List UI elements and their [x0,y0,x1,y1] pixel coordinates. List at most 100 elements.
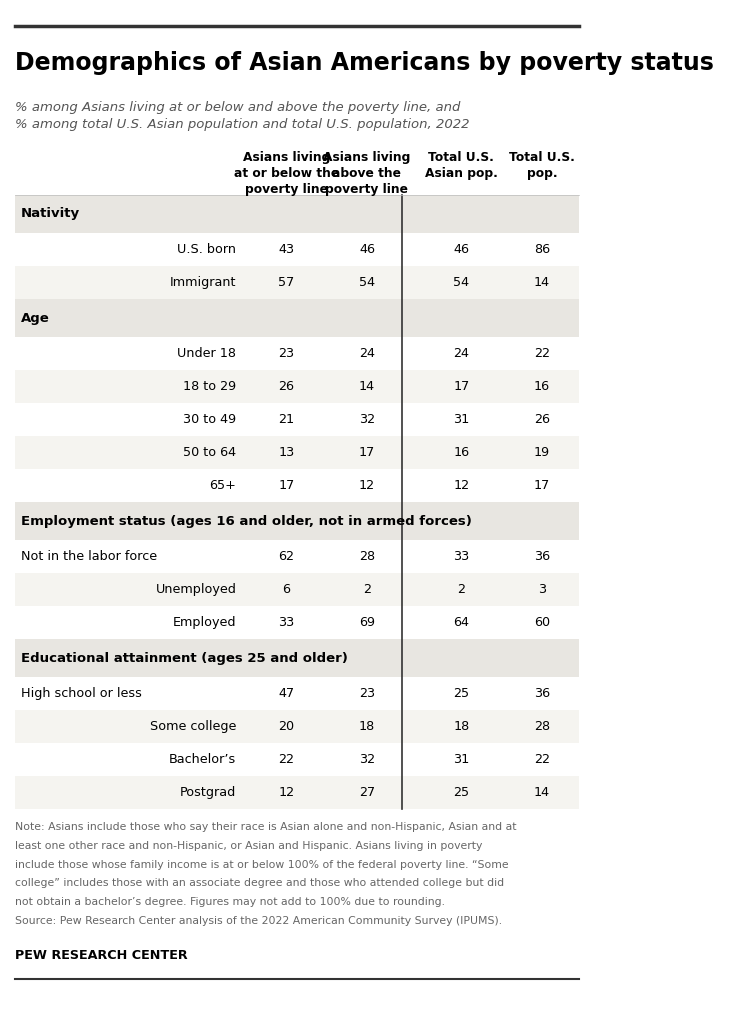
Text: 25: 25 [453,786,470,799]
Text: 33: 33 [453,550,470,563]
Text: 18: 18 [453,720,470,733]
Text: Unemployed: Unemployed [155,583,236,596]
Text: 12: 12 [453,479,470,492]
Bar [15,337,579,370]
Text: Employed: Employed [173,616,236,629]
Text: Asians living
at or below the
poverty line: Asians living at or below the poverty li… [233,151,339,196]
Text: include those whose family income is at or below 100% of the federal poverty lin: include those whose family income is at … [15,859,508,870]
Text: 46: 46 [453,243,470,256]
Text: 26: 26 [534,413,550,426]
Bar [15,606,579,639]
Text: 16: 16 [453,446,470,459]
Text: 50 to 64: 50 to 64 [183,446,236,459]
Text: 17: 17 [278,479,294,492]
Text: Nativity: Nativity [21,208,80,221]
Text: 20: 20 [278,720,294,733]
Text: 14: 14 [534,786,550,799]
Text: 47: 47 [278,687,294,700]
Text: Note: Asians include those who say their race is Asian alone and non-Hispanic, A: Note: Asians include those who say their… [15,822,516,832]
Text: 26: 26 [278,380,294,393]
Bar [15,743,579,776]
Text: 23: 23 [359,687,375,700]
Text: 13: 13 [278,446,294,459]
Text: 14: 14 [359,380,375,393]
Text: 22: 22 [534,753,550,766]
Text: Postgrad: Postgrad [180,786,236,799]
Text: 69: 69 [359,616,375,629]
Text: Demographics of Asian Americans by poverty status: Demographics of Asian Americans by pover… [15,51,713,75]
Text: 33: 33 [278,616,294,629]
Bar [15,370,579,403]
Text: 22: 22 [534,347,550,360]
Bar [15,233,579,266]
Text: Not in the labor force: Not in the labor force [21,550,157,563]
Text: 14: 14 [534,276,550,290]
Bar [15,299,579,337]
Bar [15,639,579,677]
Text: 16: 16 [534,380,550,393]
Text: 54: 54 [359,276,375,290]
Text: Under 18: Under 18 [177,347,236,360]
Text: 43: 43 [278,243,294,256]
Bar [15,502,579,540]
Bar [15,266,579,299]
Text: 86: 86 [534,243,550,256]
Text: 17: 17 [534,479,550,492]
Text: Some college: Some college [150,720,236,733]
Text: 12: 12 [359,479,375,492]
Text: 19: 19 [534,446,550,459]
Text: Asians living
above the
poverty line: Asians living above the poverty line [323,151,411,196]
Text: 28: 28 [534,720,550,733]
Text: 27: 27 [359,786,375,799]
Text: 36: 36 [534,687,550,700]
Text: 28: 28 [359,550,375,563]
Text: not obtain a bachelor’s degree. Figures may not add to 100% due to rounding.: not obtain a bachelor’s degree. Figures … [15,897,445,907]
Bar [15,195,579,233]
Text: 65+: 65+ [210,479,236,492]
Text: 2: 2 [363,583,371,596]
Text: U.S. born: U.S. born [177,243,236,256]
Text: 6: 6 [283,583,290,596]
Text: Educational attainment (ages 25 and older): Educational attainment (ages 25 and olde… [21,652,348,665]
Text: 64: 64 [453,616,470,629]
Text: 21: 21 [278,413,294,426]
Bar [15,469,579,502]
Text: 46: 46 [359,243,375,256]
Text: 17: 17 [453,380,470,393]
Text: 24: 24 [453,347,470,360]
Text: Total U.S.
pop.: Total U.S. pop. [509,151,575,180]
Text: 54: 54 [453,276,470,290]
Text: Age: Age [21,311,50,324]
Bar [15,436,579,469]
Text: PEW RESEARCH CENTER: PEW RESEARCH CENTER [15,948,187,962]
Text: 25: 25 [453,687,470,700]
Text: 31: 31 [453,413,470,426]
Text: 22: 22 [278,753,294,766]
Text: 57: 57 [278,276,294,290]
Bar [15,403,579,436]
Text: 62: 62 [278,550,294,563]
Text: Immigrant: Immigrant [170,276,236,290]
Text: 24: 24 [359,347,375,360]
Text: college” includes those with an associate degree and those who attended college : college” includes those with an associat… [15,879,503,888]
Text: Total U.S.
Asian pop.: Total U.S. Asian pop. [425,151,498,180]
Text: 36: 36 [534,550,550,563]
Text: 18 to 29: 18 to 29 [183,380,236,393]
Text: 30 to 49: 30 to 49 [183,413,236,426]
Text: 60: 60 [534,616,550,629]
Text: 18: 18 [359,720,375,733]
Text: 17: 17 [359,446,375,459]
Bar [15,540,579,573]
Text: 32: 32 [359,753,375,766]
Text: High school or less: High school or less [21,687,142,700]
Text: Employment status (ages 16 and older, not in armed forces): Employment status (ages 16 and older, no… [21,515,472,528]
Text: Bachelor’s: Bachelor’s [169,753,236,766]
Bar [15,776,579,809]
Text: least one other race and non-Hispanic, or Asian and Hispanic. Asians living in p: least one other race and non-Hispanic, o… [15,841,482,851]
Bar [15,677,579,710]
Bar [15,710,579,743]
Text: 32: 32 [359,413,375,426]
Text: 3: 3 [538,583,546,596]
Text: 23: 23 [278,347,294,360]
Text: 2: 2 [457,583,465,596]
